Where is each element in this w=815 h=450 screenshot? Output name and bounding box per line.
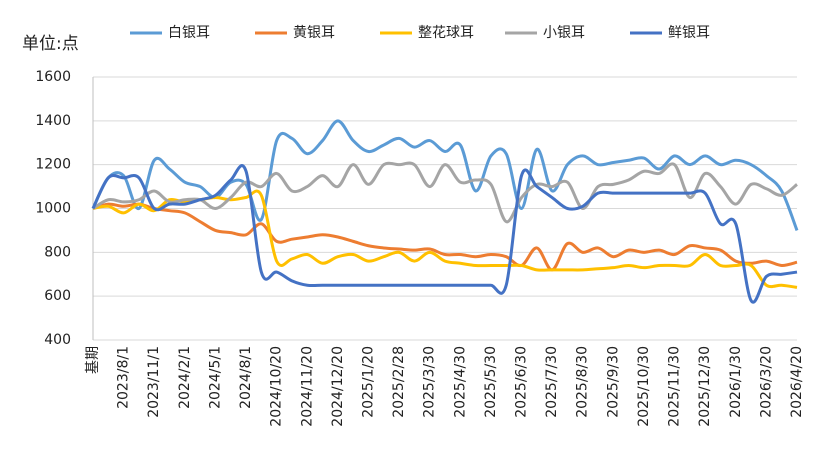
y-tick-label: 800 <box>44 244 71 260</box>
legend-label: 整花球耳 <box>418 25 474 41</box>
x-tick-label: 2023/8/1 <box>116 346 132 409</box>
x-tick-label: 2026/4/20 <box>789 346 805 418</box>
y-tick-label: 1600 <box>35 69 71 85</box>
x-tick-label: 2025/2/28 <box>391 346 407 418</box>
y-tick-label: 1000 <box>35 201 71 217</box>
y-axis-label: 单位:点 <box>22 34 79 54</box>
y-tick-label: 600 <box>44 288 71 304</box>
y-tick-label: 1400 <box>35 113 71 129</box>
x-tick-label: 2026/1/30 <box>728 346 744 418</box>
x-tick-label: 2024/2/1 <box>177 346 193 409</box>
x-tick-label: 2024/11/20 <box>299 346 315 427</box>
x-tick-label: 2025/9/30 <box>605 346 621 418</box>
x-tick-label: 2024/10/20 <box>269 346 285 427</box>
y-tick-label: 400 <box>44 332 71 348</box>
legend-label: 小银耳 <box>543 25 585 41</box>
x-tick-label: 2025/1/20 <box>360 346 376 418</box>
x-tick-label: 2025/7/30 <box>544 346 560 418</box>
x-tick-label: 2025/6/30 <box>514 346 530 418</box>
series-line <box>91 119 799 231</box>
x-tick-label: 2024/5/1 <box>207 346 223 409</box>
legend-label: 鲜银耳 <box>668 25 710 41</box>
x-tick-label: 2024/8/1 <box>238 346 254 409</box>
series-line <box>92 189 798 289</box>
x-tick-label: 2025/5/30 <box>483 346 499 418</box>
x-tick-label: 2025/12/30 <box>697 346 713 427</box>
series-line <box>92 161 798 224</box>
x-tick-label: 2025/8/30 <box>575 346 591 418</box>
x-tick-label: 2026/3/20 <box>758 346 774 418</box>
x-tick-label: 2025/11/30 <box>667 346 683 427</box>
y-tick-label: 1200 <box>35 157 71 173</box>
series-line <box>92 202 798 272</box>
series-line <box>91 164 798 304</box>
x-tick-label: 2023/11/1 <box>146 346 162 418</box>
x-tick-label: 2025/4/30 <box>452 346 468 418</box>
legend-label: 白银耳 <box>168 25 210 41</box>
legend-label: 黄银耳 <box>293 24 335 41</box>
x-tick-label: 2024/12/20 <box>330 346 346 427</box>
x-tick-label: 2025/10/30 <box>636 346 652 427</box>
x-tick-label: 2025/3/30 <box>422 346 438 418</box>
x-tick-label: 基期 <box>84 346 101 374</box>
